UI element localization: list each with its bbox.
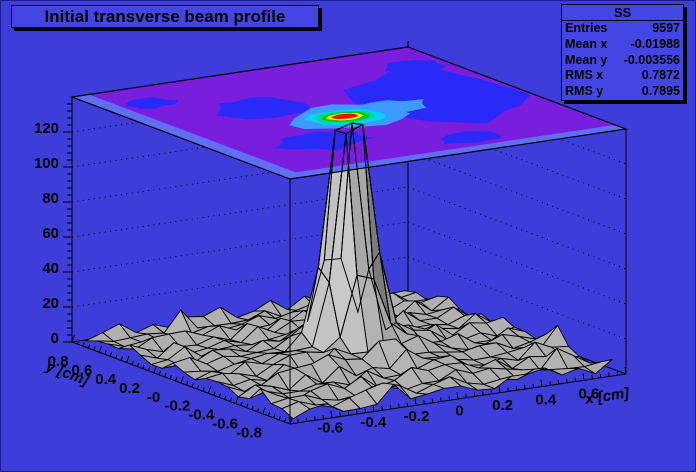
spike-wireframe-overlay: [306, 122, 408, 338]
histogram-title: Initial transverse beam profile: [44, 7, 286, 26]
x-tick-label: 0.4: [535, 391, 557, 408]
z-axis: 0 20 40 60 80 100 120: [34, 97, 73, 347]
stats-label: Entries: [565, 21, 608, 35]
y-axis: 0.80.60.40.2 -0-0.2-0.4-0.6-0.8: [48, 335, 293, 442]
y-tick-label: 0.2: [119, 380, 140, 397]
stats-value: 0.7895: [641, 84, 680, 99]
x-tick-label: 0.6: [578, 386, 599, 403]
x-tick-label: -0.2: [403, 408, 429, 425]
y-tick-label: 0.4: [95, 371, 117, 388]
stats-value: -0.003556: [623, 52, 680, 67]
stats-row: RMS y 0.7895: [562, 84, 683, 100]
z-tick-label: 120: [34, 120, 59, 137]
frame-edges: [289, 129, 627, 424]
stats-box[interactable]: SS Entries 9597 Mean x -0.01988 Mean y -0.003…: [561, 4, 684, 101]
z-tick-label: 0: [51, 330, 59, 347]
stats-label: RMS y: [565, 84, 604, 99]
z-tick-label: 20: [42, 295, 59, 312]
stats-box-title: SS: [562, 5, 683, 21]
stats-value: -0.01988: [630, 36, 680, 51]
stats-row: Entries 9597: [562, 21, 683, 37]
y-tick-label: -0.6: [212, 416, 238, 433]
stats-label: RMS x: [565, 68, 604, 83]
y-tick-label: 0.8: [48, 353, 69, 370]
z-tick-label: 40: [42, 260, 59, 277]
stats-value: 9597: [652, 21, 680, 35]
x-tick-label: -0.4: [360, 414, 387, 431]
stats-rows: Entries 9597 Mean x -0.01988 Mean y -0.003556…: [562, 21, 683, 100]
z-tick-label: 100: [34, 155, 59, 172]
z-tick-label: 60: [42, 225, 59, 242]
y-tick-label: -0.2: [164, 398, 190, 415]
y-tick-label: 0.6: [71, 362, 92, 379]
x-axis: -0.6 -0.4 -0.2 0 0.2 0.4 0.6: [288, 366, 627, 436]
x-tick-label: 0: [455, 403, 463, 420]
histogram-title-box[interactable]: Initial transverse beam profile: [11, 5, 319, 28]
z-tick-label: 80: [42, 190, 59, 207]
stats-row: RMS x 0.7872: [562, 68, 683, 84]
x-tick-label: -0.6: [317, 419, 343, 436]
stats-value: 0.7872: [641, 68, 680, 83]
y-tick-label: -0.8: [236, 425, 262, 442]
stats-row: Mean x -0.01988: [562, 37, 683, 53]
stats-row: Mean y -0.003556: [562, 53, 683, 69]
y-tick-label: -0: [147, 389, 160, 406]
x-axis-title: x [cm]: [583, 384, 631, 408]
y-tick-label: -0.4: [188, 407, 215, 424]
x-tick-label: 0.2: [492, 397, 513, 414]
stats-label: Mean x: [565, 36, 608, 51]
stats-label: Mean y: [565, 52, 608, 67]
top-contour-plane: [72, 47, 626, 179]
